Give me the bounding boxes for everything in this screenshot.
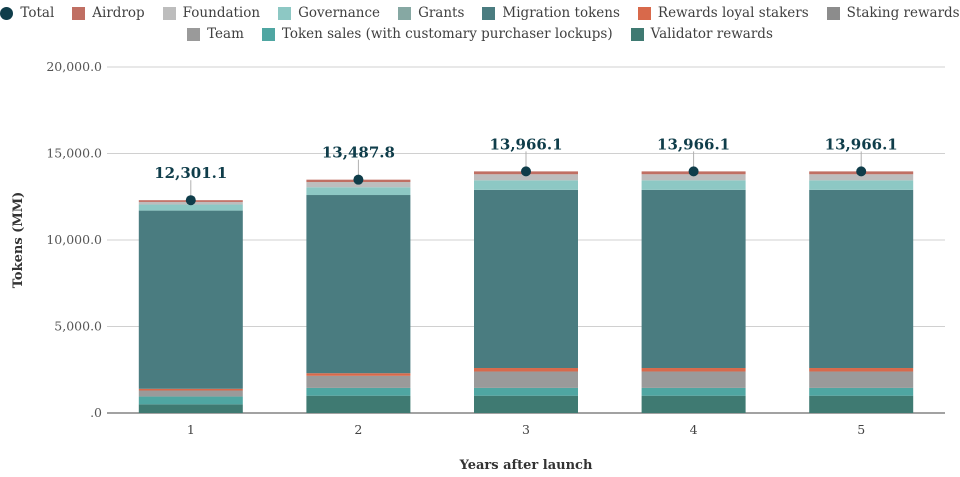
legend-item: Rewards loyal stakers xyxy=(637,5,809,21)
legend-item: Token sales (with customary purchaser lo… xyxy=(261,26,613,42)
chart-legend: Total Airdrop Foundation Governance Grants Mi… xyxy=(0,3,960,45)
bar-segment xyxy=(641,174,746,181)
y-tick-label: 20,000.0 xyxy=(46,59,102,74)
y-tick-label: 10,000.0 xyxy=(46,232,102,247)
bar-segment xyxy=(138,390,243,397)
legend-label: Staking rewards xyxy=(846,5,960,21)
legend-row-1: Total Airdrop Foundation Governance Grants Mi… xyxy=(0,3,960,23)
bar-segment xyxy=(641,180,746,190)
bar-segment xyxy=(306,375,411,388)
legend-item: Governance xyxy=(278,5,380,21)
bar-segment xyxy=(474,387,578,396)
legend-label: Migration tokens xyxy=(502,5,620,21)
legend-label: Validator rewards xyxy=(650,26,773,42)
bar-segment xyxy=(809,189,914,369)
x-tick-label: 1 xyxy=(187,422,195,437)
y-axis-label: Tokens (MM) xyxy=(11,192,26,289)
legend-swatch xyxy=(637,6,651,20)
bar-segment xyxy=(306,187,411,196)
legend-item: Validator rewards xyxy=(630,26,773,42)
legend-label: Total xyxy=(20,5,55,21)
bar-segment xyxy=(138,404,243,413)
legend-label: Token sales (with customary purchaser lo… xyxy=(281,26,613,42)
legend-swatch xyxy=(398,6,412,20)
bar-segment xyxy=(138,210,243,389)
bar-segment xyxy=(809,387,914,396)
total-marker xyxy=(521,166,531,177)
legend-swatch xyxy=(826,6,840,20)
total-marker xyxy=(185,195,196,206)
bar-segment xyxy=(641,395,746,413)
y-tick-label: 15,000.0 xyxy=(46,146,102,161)
legend-label: Team xyxy=(207,26,244,42)
total-marker xyxy=(856,166,867,177)
legend-swatch xyxy=(482,6,496,20)
legend-item: Grants xyxy=(398,5,464,21)
total-marker xyxy=(353,174,364,185)
total-marker xyxy=(688,166,699,177)
bar-segment xyxy=(809,368,914,372)
legend-item: Airdrop xyxy=(72,5,145,21)
bar-segment xyxy=(641,371,746,388)
bar-segment xyxy=(474,395,578,413)
bar-segment xyxy=(809,371,914,388)
total-data-label: 13,966.1 xyxy=(489,135,562,153)
legend-label: Airdrop xyxy=(92,5,145,21)
bar-segment xyxy=(474,189,578,369)
bar-segment xyxy=(138,396,243,405)
bar-segment xyxy=(474,174,578,181)
bar-segment xyxy=(306,387,411,396)
legend-swatch xyxy=(187,27,201,41)
bar-segment xyxy=(474,371,578,388)
x-tick-label: 5 xyxy=(857,422,865,437)
legend-item: Team xyxy=(187,26,244,42)
bar-segment xyxy=(306,395,411,413)
bar-segment xyxy=(809,180,914,190)
bar-segment xyxy=(641,387,746,396)
legend-item: Migration tokens xyxy=(482,5,620,21)
x-tick-label: 4 xyxy=(690,422,698,437)
x-axis-label: Years after launch xyxy=(459,458,593,473)
legend-item: Total xyxy=(0,5,54,21)
bar-segment xyxy=(138,388,243,391)
legend-label: Grants xyxy=(418,5,465,21)
total-data-label: 13,487.8 xyxy=(322,144,395,162)
legend-swatch xyxy=(162,6,176,20)
bar-segment xyxy=(641,368,746,372)
legend-item: Staking rewards xyxy=(826,5,960,21)
legend-label: Governance xyxy=(298,5,381,21)
bar-segment xyxy=(306,195,411,374)
bar-segment xyxy=(474,368,578,372)
y-tick-label: .0 xyxy=(90,405,102,420)
legend-swatch xyxy=(278,6,292,20)
legend-swatch xyxy=(72,6,86,20)
legend-label: Foundation xyxy=(182,5,261,21)
bar-segment xyxy=(474,180,578,190)
legend-row-2: Team Token sales (with customary purchase… xyxy=(0,24,960,44)
total-data-label: 13,966.1 xyxy=(825,135,898,153)
legend-label: Rewards loyal stakers xyxy=(657,5,809,21)
x-tick-label: 3 xyxy=(522,422,530,437)
legend-swatch xyxy=(630,27,644,41)
legend-item: Foundation xyxy=(162,5,261,21)
total-data-label: 13,966.1 xyxy=(657,135,730,153)
legend-swatch xyxy=(0,6,14,20)
total-data-label: 12,301.1 xyxy=(154,164,227,182)
x-tick-label: 2 xyxy=(354,422,362,437)
bar-segment xyxy=(138,204,243,211)
bar-segment xyxy=(809,174,914,181)
bar-segment xyxy=(641,189,746,369)
bar-segment xyxy=(306,373,411,376)
y-tick-label: 5,000.0 xyxy=(54,319,102,334)
bar-segment xyxy=(809,395,914,413)
legend-swatch xyxy=(261,27,275,41)
